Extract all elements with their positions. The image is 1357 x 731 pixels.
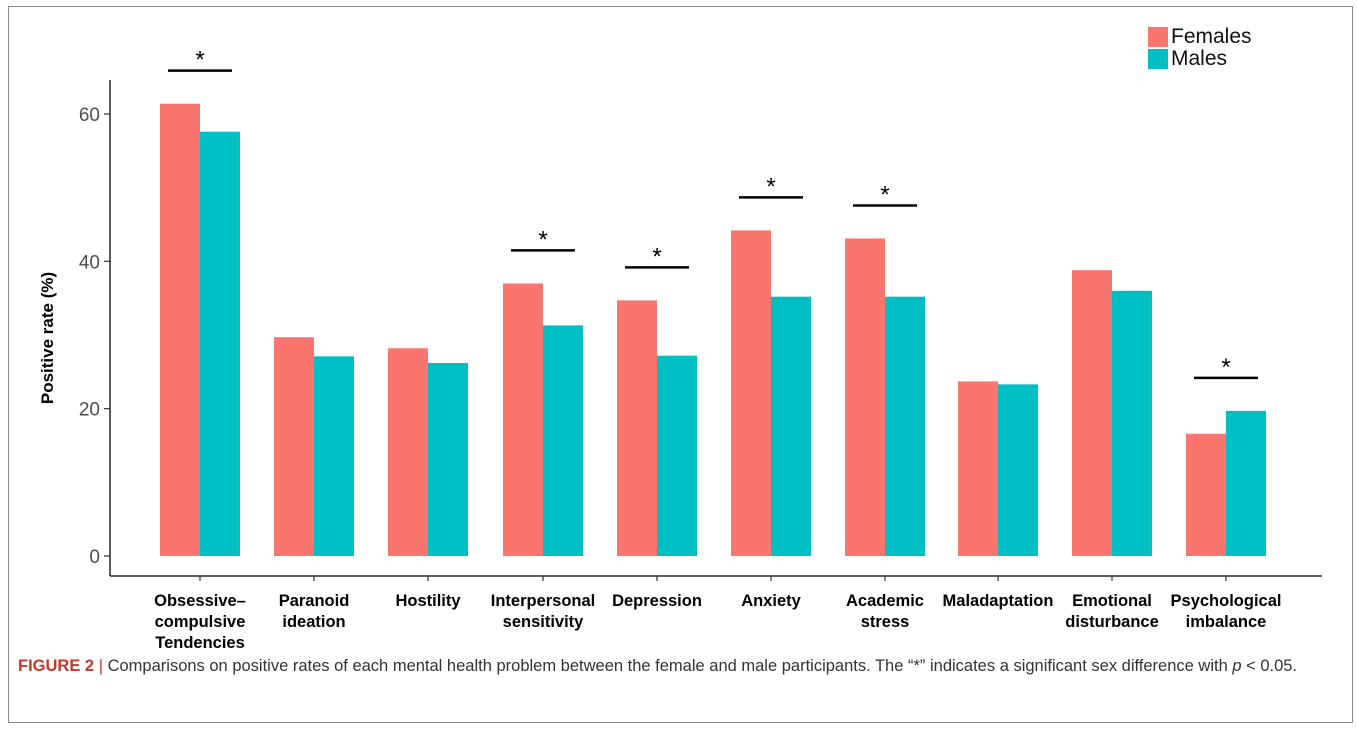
x-tick-label-line: Psychological [1171, 592, 1282, 610]
significance-star: * [652, 243, 661, 270]
bar-males-3 [428, 362, 468, 556]
caption-separator: | [98, 657, 103, 675]
x-tick-label-line: compulsive [155, 613, 246, 631]
x-tick-label-line: sensitivity [503, 613, 585, 631]
bar-females-6 [731, 230, 771, 557]
x-tick-label-line: stress [861, 613, 910, 631]
bar-males-2 [314, 356, 354, 556]
x-tick-label: Academic stress [846, 592, 924, 631]
y-tick-label: 60 [79, 105, 100, 126]
figure-caption: FIGURE 2 | Comparisons on positive rates… [18, 654, 1338, 678]
x-tick-label-line: Emotional [1072, 592, 1152, 610]
bar-males-8 [998, 384, 1038, 556]
y-axis-label: Positive rate (%) [38, 272, 57, 404]
legend-label-females: Females [1171, 25, 1252, 48]
legend-swatch-males [1148, 49, 1168, 69]
legend-item-males: Males [1148, 47, 1252, 70]
legend: Females Males [1148, 25, 1252, 70]
bar-females-7 [845, 238, 885, 556]
caption-text: Comparisons on positive rates of each me… [107, 657, 1228, 675]
significance-star: * [880, 181, 889, 208]
x-tick-label-line: Academic [846, 592, 924, 610]
bar-females-3 [388, 348, 428, 556]
bar-males-10 [1226, 410, 1266, 556]
x-tick-label-line: Obsessive– [154, 592, 246, 610]
significance-star: * [538, 226, 547, 253]
bar-females-1 [160, 103, 200, 556]
x-tick-label-line: disturbance [1065, 613, 1159, 631]
x-tick-label-line: Interpersonal [491, 592, 596, 610]
x-tick-label-line: Anxiety [741, 592, 801, 610]
bar-males-7 [885, 296, 925, 556]
bar-chart: 0 20 40 60 Positive rate (%) * * * * * * Obsessiv… [38, 47, 1322, 650]
x-tick-label: Hostility [395, 592, 461, 610]
significance-star: * [766, 173, 775, 200]
x-tick-label: Maladaptation [943, 592, 1054, 610]
x-tick-label-line: Paranoid [279, 592, 350, 610]
x-tick-label: Interpersonal sensitivity [491, 592, 596, 631]
bar-males-9 [1112, 290, 1152, 556]
significance-star: * [1221, 354, 1230, 381]
y-tick-label: 20 [79, 400, 100, 421]
y-tick-label: 40 [79, 252, 100, 273]
legend-label-males: Males [1171, 47, 1228, 70]
legend-item-females: Females [1148, 25, 1252, 48]
bar-males-6 [771, 296, 811, 556]
bar-males-4 [543, 325, 583, 556]
y-tick-label: 0 [89, 547, 100, 568]
x-tick-label-line: ideation [282, 613, 345, 631]
x-tick-label: Anxiety [741, 592, 801, 610]
x-tick-label: Obsessive– compulsive Tendencies [154, 592, 246, 650]
x-tick-label-line: Tendencies [155, 634, 245, 650]
bar-males-5 [657, 355, 697, 556]
x-tick-label: Psychological imbalance [1171, 592, 1282, 631]
x-tick-label: Depression [612, 592, 702, 610]
x-tick-label-line: Hostility [395, 592, 461, 610]
caption-label: FIGURE 2 [18, 657, 95, 675]
bar-females-5 [617, 300, 657, 556]
bar-females-2 [274, 337, 314, 556]
bar-females-8 [958, 381, 998, 556]
x-tick-label-line: Maladaptation [943, 592, 1054, 610]
bar-females-9 [1072, 270, 1112, 556]
x-tick-label-line: imbalance [1186, 613, 1267, 631]
caption-p-symbol: p [1232, 657, 1242, 675]
bar-females-10 [1186, 433, 1226, 556]
bar-females-4 [503, 283, 543, 556]
bar-males-1 [200, 131, 240, 556]
caption-p-value: < 0.05. [1246, 657, 1298, 675]
x-tick-label: Emotional disturbance [1065, 592, 1159, 631]
x-tick-label-line: Depression [612, 592, 702, 610]
legend-swatch-females [1148, 27, 1168, 47]
significance-star: * [195, 47, 204, 74]
x-tick-label: Paranoid ideation [279, 592, 350, 631]
